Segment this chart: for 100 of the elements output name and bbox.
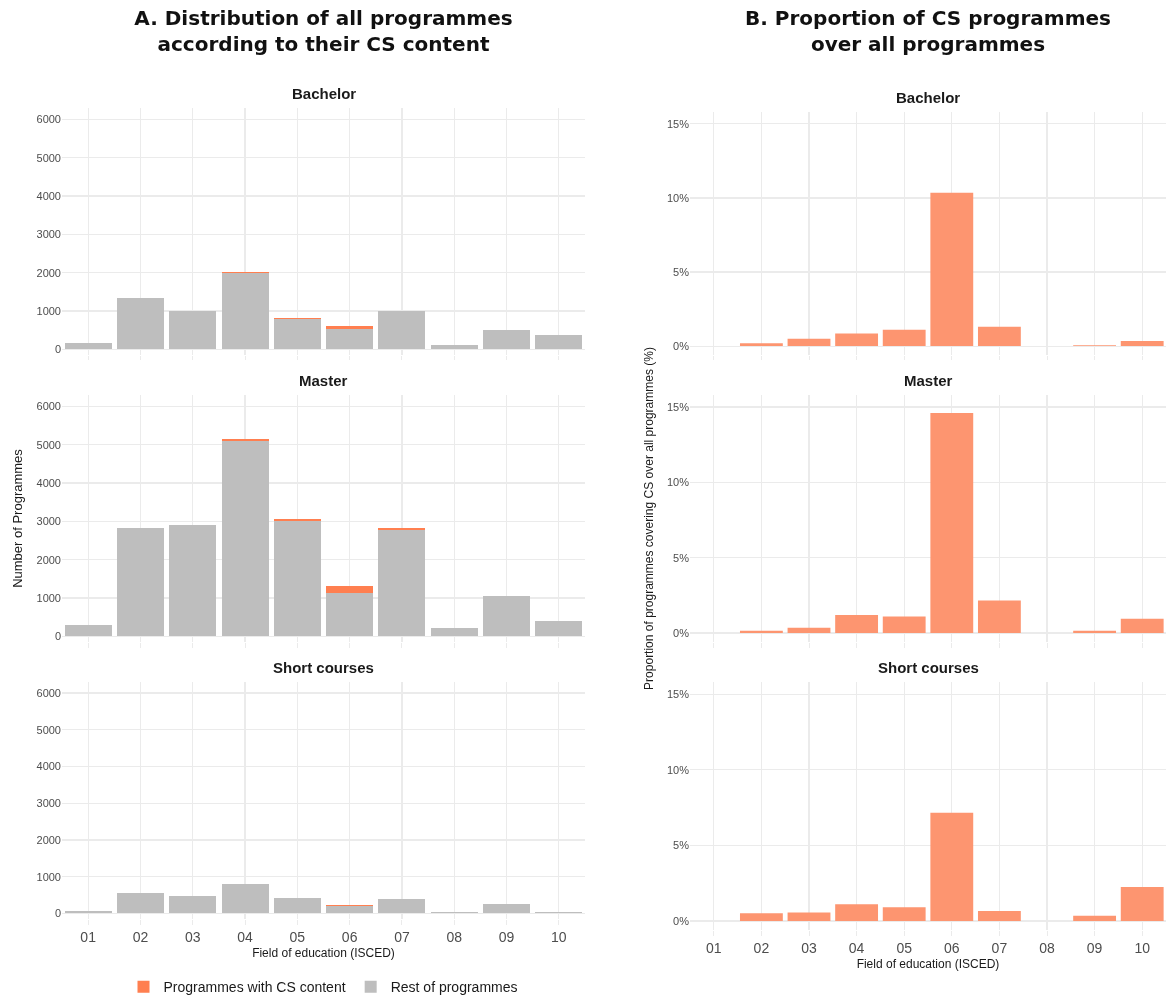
bar [882, 907, 926, 921]
bar [977, 600, 1021, 633]
bar [739, 913, 783, 921]
y-tick-label: 10% [666, 191, 690, 204]
bar [535, 335, 583, 350]
bar [787, 627, 831, 633]
x-axis-title: Field of education (ISCED) [252, 945, 395, 960]
x-tick-label: 06 [341, 928, 358, 945]
x-tick-label: 02 [132, 928, 149, 945]
x-tick-label: 06 [944, 939, 960, 956]
bar [273, 898, 321, 914]
y-tick-label: 6000 [36, 113, 61, 126]
x-tick-label: 09 [498, 928, 515, 945]
y-tick-label: 2000 [36, 833, 61, 846]
bar [64, 624, 112, 637]
y-axis-title: Proportion of programmes covering CS over all programmes (%) [642, 347, 657, 690]
y-tick-label: 0 [54, 907, 61, 920]
y-tick-label: 0% [673, 339, 690, 352]
y-tick-label: 5000 [36, 723, 61, 736]
bar [430, 345, 478, 350]
bar [1073, 915, 1117, 921]
y-tick-label: 0% [673, 914, 690, 927]
chart-title: Short courses [878, 659, 979, 676]
bar [1120, 340, 1164, 347]
y-tick-label: 4000 [36, 189, 61, 202]
bar [221, 884, 269, 914]
y-tick-label: 2000 [36, 266, 61, 279]
bar [930, 413, 974, 633]
bar [835, 904, 879, 921]
bar [430, 628, 478, 637]
x-tick-label: 02 [753, 939, 770, 956]
y-tick-label: 15% [666, 687, 690, 700]
y-tick-label: 5000 [36, 438, 61, 451]
bar [378, 898, 426, 914]
bar [1120, 618, 1164, 633]
y-tick-label: 2000 [36, 553, 61, 566]
y-tick-label: 4000 [36, 476, 61, 489]
y-tick-label: 0 [54, 343, 61, 356]
y-tick-label: 1000 [36, 870, 61, 883]
bar [169, 896, 217, 914]
bar [535, 620, 583, 637]
bar [483, 596, 531, 637]
bar [787, 338, 831, 347]
y-tick-label: 5% [673, 265, 690, 278]
bar [64, 343, 112, 350]
bar [169, 310, 217, 350]
x-tick-label: 05 [896, 939, 913, 956]
bar [882, 616, 926, 633]
x-tick-label: 03 [184, 928, 201, 945]
bar [483, 903, 531, 914]
y-tick-label: 3000 [36, 515, 61, 528]
y-tick-label: 1000 [36, 591, 61, 604]
legend-label: Rest of programmes [390, 979, 518, 996]
bar [930, 192, 974, 347]
bar [977, 911, 1021, 921]
bar [378, 311, 426, 350]
x-tick-label: 10 [1134, 939, 1151, 956]
y-tick-label: 5% [673, 839, 690, 852]
bar [116, 893, 164, 914]
x-tick-label: 07 [394, 928, 410, 945]
bar [930, 812, 974, 921]
bar [326, 592, 374, 637]
x-tick-label: 05 [289, 928, 306, 945]
y-tick-label: 0% [673, 626, 690, 639]
y-axis-title: Number of Programmes [10, 448, 26, 588]
bar [273, 520, 321, 637]
x-tick-label: 08 [1039, 939, 1055, 956]
bar [835, 333, 879, 347]
bar [483, 330, 531, 350]
bar [221, 440, 269, 637]
x-tick-label: 01 [80, 928, 97, 945]
chart-subtitle: Bachelor [896, 89, 961, 106]
bar [835, 614, 879, 633]
chart-title: B. Proportion of CS programmes over all programmes [745, 6, 1111, 57]
x-tick-label: 03 [801, 939, 817, 956]
x-tick-label: 01 [706, 939, 722, 956]
y-tick-label: 5% [673, 551, 690, 564]
y-tick-label: 10% [666, 476, 690, 489]
y-tick-label: 15% [666, 117, 690, 130]
y-tick-label: 3000 [36, 228, 61, 241]
y-tick-label: 3000 [36, 797, 61, 810]
bar [116, 297, 164, 350]
y-tick-label: 5000 [36, 151, 61, 164]
x-tick-label: 10 [551, 928, 567, 945]
bar [169, 525, 217, 637]
y-tick-label: 6000 [36, 686, 61, 699]
y-tick-label: 6000 [36, 400, 61, 413]
bar [378, 529, 426, 637]
y-tick-label: 10% [666, 763, 690, 776]
y-tick-label: 15% [666, 400, 690, 413]
bar [326, 585, 374, 593]
bar [326, 328, 374, 350]
bar [326, 326, 374, 329]
x-tick-label: 08 [446, 928, 463, 945]
bar [1120, 886, 1164, 921]
bar [739, 343, 783, 347]
bar [787, 912, 831, 921]
chart-title: Short courses [273, 659, 374, 676]
chart-title: Master [904, 372, 953, 389]
x-tick-label: 07 [991, 939, 1008, 956]
